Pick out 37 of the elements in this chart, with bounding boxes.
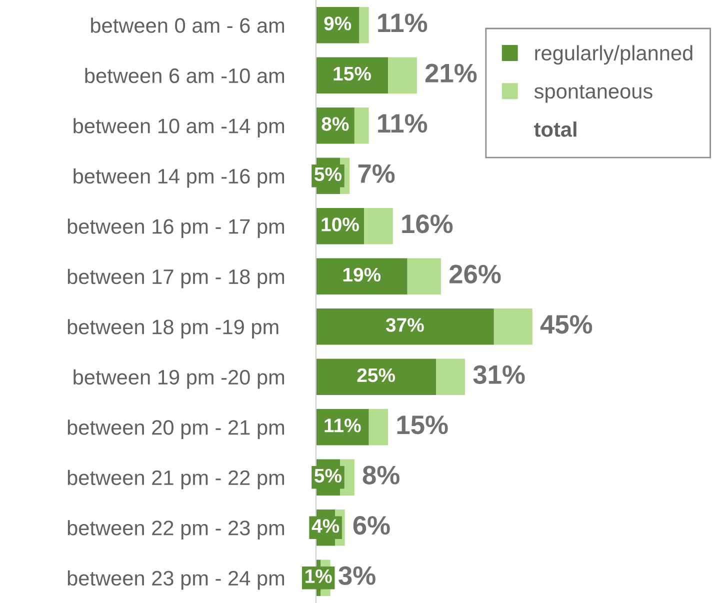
total-label: 11% [378,14,428,32]
y-tick-label: between 21 pm - 22 pm [68,470,284,490]
total-label: 16% [402,214,453,234]
total-label: 6% [353,516,390,535]
y-tick-label: between 23 pm - 24 pm [68,570,284,590]
y-tick-label: between 14 pm -16 pm [74,168,284,188]
y-tick-label: between 19 pm -20 pm [74,369,284,389]
legend-label: regularly/planned [535,45,692,65]
total-label: 26% [450,264,501,284]
text: total [534,122,576,137]
data-label: 19% [343,268,381,282]
data-label: 11% [324,418,361,432]
y-tick-label: between 0 am - 6 am [91,18,284,33]
total-label: 3% [338,566,376,585]
total-label: 11% [378,114,428,133]
data-label: 15% [334,66,371,81]
total-label: 8% [362,466,400,484]
y-tick-label: between 6 am -10 am [85,68,284,84]
data-label: 4% [312,519,340,533]
data-label: 25% [357,368,396,382]
total-label: 45% [540,315,592,334]
total-label: 31% [473,365,525,384]
total-label: 7% [358,164,395,183]
y-tick-label: between 20 pm - 21 pm [68,420,284,439]
data-label: 1% [306,569,332,584]
total-label: 15% [397,416,448,434]
data-label: 9% [324,16,352,30]
total-label: 21% [425,64,477,82]
y-tick-label: between 16 pm - 17 pm [68,218,284,238]
y-tick-label: between 22 pm - 23 pm [68,520,284,540]
data-label: 37% [386,318,424,332]
y-tick-label: between 17 pm - 18 pm [68,268,284,288]
data-label: 8% [322,117,349,131]
y-tick-label: between 10 am -14 pm [74,118,284,138]
data-label: 10% [322,218,359,232]
y-tick-label: between 18 pm -19 pm [68,319,278,338]
legend-label: spontaneous [534,84,652,103]
